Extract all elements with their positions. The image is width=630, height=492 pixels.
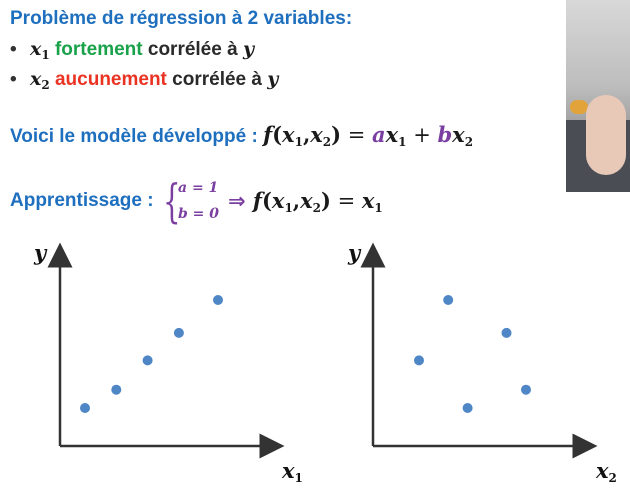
data-point — [462, 403, 473, 413]
bullet-x2: • x2 aucunement corrélée à y — [10, 68, 278, 92]
var-sub: 1 — [41, 48, 50, 62]
var-x: x — [30, 38, 42, 60]
plot1-y-label: y — [34, 240, 47, 265]
var-sub: 2 — [41, 78, 50, 92]
plot1-x-label: x1 — [282, 458, 303, 485]
slide-title: Problème de régression à 2 variables: — [10, 8, 353, 29]
model-line: Voici le modèle développé : f(x1,x2) = a… — [10, 122, 473, 149]
highlight-fortement: fortement — [54, 39, 143, 60]
bullet-dot: • — [10, 69, 17, 90]
bullet-dot: • — [10, 39, 17, 60]
target-y: y — [267, 68, 279, 90]
plot2-x2-vs-y — [360, 242, 598, 459]
webcam-thumbnail — [566, 0, 630, 192]
learning-label: Apprentissage : — [10, 190, 154, 211]
data-point — [501, 327, 512, 338]
plot2-y-label: y — [348, 240, 361, 265]
data-point — [521, 384, 531, 395]
coef-b: b — [437, 122, 453, 147]
model-label: Voici le modèle développé : — [10, 126, 258, 147]
data-point — [443, 295, 454, 305]
data-point — [80, 403, 90, 413]
bullet-rest: corrélée à — [147, 39, 238, 60]
learning-result: ⇒ f(x1,x2) = x1 — [228, 188, 383, 215]
data-point — [173, 327, 184, 338]
system-line-b: b = 0 — [178, 206, 220, 222]
bullet-rest: corrélée à — [172, 69, 262, 90]
bullet-x1: • x1 fortement corrélée à y — [10, 38, 254, 62]
data-point — [142, 355, 153, 366]
left-brace: { — [163, 174, 181, 228]
target-y: y — [242, 38, 254, 60]
data-point — [213, 295, 223, 305]
webcam-object — [570, 100, 588, 114]
data-point — [111, 384, 122, 395]
data-point — [414, 355, 424, 366]
coef-a: a — [372, 122, 386, 147]
model-formula: f(x1,x2) = ax1 + bx2 — [263, 122, 474, 149]
plot1-x1-vs-y — [47, 242, 285, 459]
highlight-aucunement: aucunement — [54, 69, 167, 90]
system-line-a: a = 1 — [178, 180, 219, 196]
webcam-hand — [586, 95, 626, 175]
implies-arrow: ⇒ — [228, 189, 253, 213]
plot2-x-label: x2 — [596, 458, 617, 485]
var-x: x — [30, 68, 42, 90]
